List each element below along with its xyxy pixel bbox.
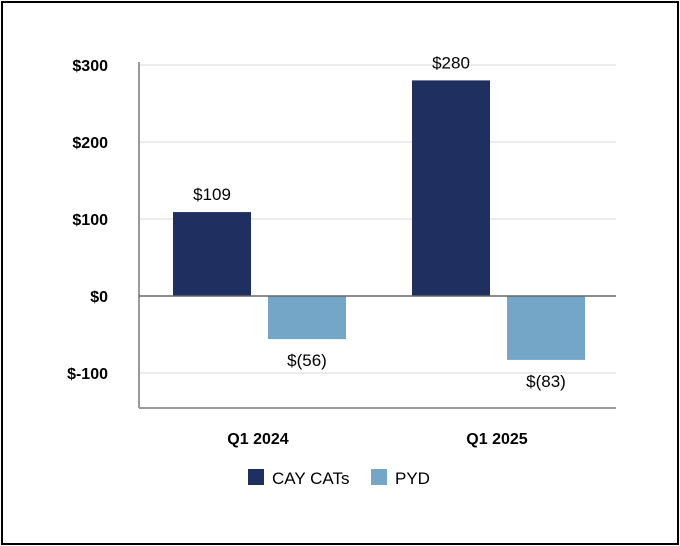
axes [138, 62, 616, 409]
legend-swatch [248, 469, 264, 485]
bar-pyd-1 [268, 296, 346, 340]
data-label: $109 [193, 185, 231, 204]
y-tick-label: $100 [72, 212, 108, 229]
y-tick-label: $0 [90, 289, 108, 306]
bar-cay-cats-2 [412, 80, 490, 297]
labels: $300 $200 $100 $0 $-100 $109 $280 $(56) $(83) Q1 … [67, 53, 566, 448]
legend-swatch [371, 469, 387, 485]
y-tick-label: $200 [72, 135, 108, 152]
y-tick-label: $300 [72, 58, 108, 75]
y-tick-label: $-100 [67, 366, 108, 383]
x-tick-label: Q1 2025 [466, 431, 527, 448]
legend-label: CAY CATs [272, 469, 349, 488]
data-label: $(56) [287, 351, 327, 370]
data-label: $(83) [526, 372, 566, 391]
legend-label: PYD [395, 469, 430, 488]
bar-cay-cats-1 [173, 212, 251, 296]
bars [173, 80, 585, 360]
legend: CAY CATs PYD [248, 469, 430, 488]
bar-pyd-2 [507, 296, 585, 360]
x-tick-label: Q1 2024 [227, 431, 288, 448]
data-label: $280 [432, 53, 470, 72]
